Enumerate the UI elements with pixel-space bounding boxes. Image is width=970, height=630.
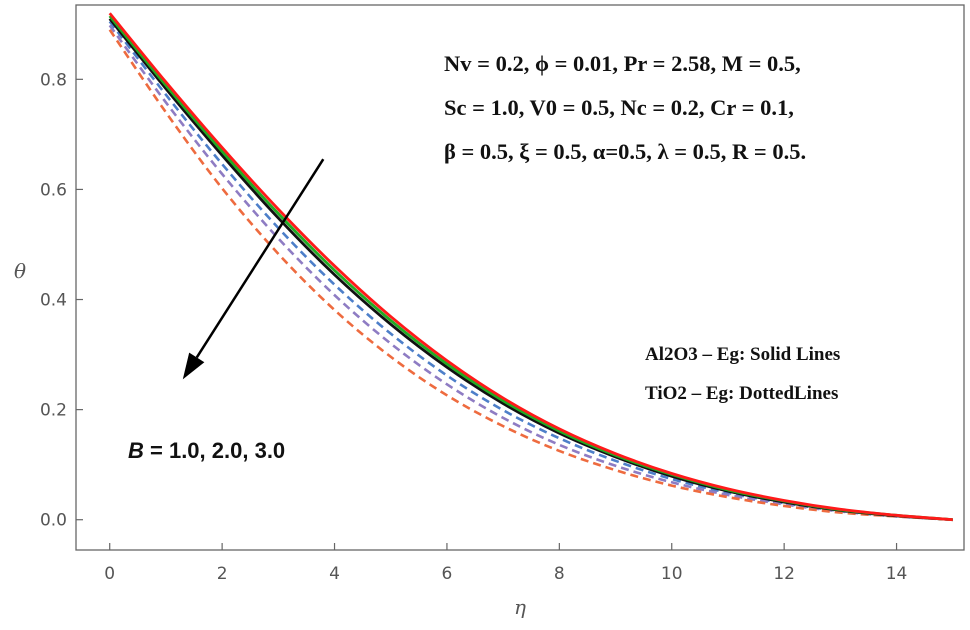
y-tick-label: 0.0 xyxy=(40,511,67,531)
x-tick-label: 2 xyxy=(217,564,228,584)
x-tick-label: 8 xyxy=(554,564,565,584)
x-tick-label: 10 xyxy=(661,564,683,584)
legend-solid-lines: Al2O3 – Eg: Solid Lines xyxy=(645,344,840,365)
x-tick-label: 6 xyxy=(442,564,453,584)
y-tick-label: 0.4 xyxy=(40,291,67,311)
series-layer xyxy=(108,12,953,522)
param-line-1: Nv = 0.2, ϕ = 0.01, Pr = 2.58, M = 0.5, xyxy=(444,51,801,76)
param-line-3: β = 0.5, ξ = 0.5, α=0.5, λ = 0.5, R = 0.… xyxy=(444,139,806,164)
dashed-series-line-5 xyxy=(108,24,953,522)
b-symbol: B xyxy=(128,438,144,463)
param-line-2: Sc = 1.0, V0 = 0.5, Nc = 0.2, Cr = 0.1, xyxy=(444,95,794,120)
solid-series-line-1 xyxy=(108,12,953,522)
legend-box: Al2O3 – Eg: Solid Lines TiO2 – Eg: Dotte… xyxy=(645,344,840,404)
y-axis-label: θ xyxy=(14,259,26,283)
direction-arrow xyxy=(182,158,325,380)
b-parameter-label: B = 1.0, 2.0, 3.0 xyxy=(128,438,285,463)
dashed-series-line-6 xyxy=(108,29,953,522)
x-tick-label: 4 xyxy=(329,564,340,584)
x-axis-label: η xyxy=(514,595,526,619)
y-tick-label: 0.6 xyxy=(40,180,67,200)
b-values: = 1.0, 2.0, 3.0 xyxy=(144,438,285,463)
legend-dotted-lines: TiO2 – Eg: DottedLines xyxy=(645,383,838,404)
x-tick-label: 0 xyxy=(104,564,115,584)
arrow-shaft xyxy=(195,158,325,359)
arrow-head xyxy=(182,352,205,380)
y-axis-ticks: 0.0 0.2 0.4 0.6 0.8 xyxy=(40,70,83,531)
x-tick-label: 12 xyxy=(773,564,795,584)
y-tick-label: 0.2 xyxy=(40,401,67,421)
x-tick-label: 14 xyxy=(886,564,908,584)
y-tick-label: 0.8 xyxy=(40,70,67,90)
plot-frame xyxy=(75,4,965,551)
x-axis-ticks: 0 2 4 6 8 10 12 14 xyxy=(104,543,907,584)
parameter-box: Nv = 0.2, ϕ = 0.01, Pr = 2.58, M = 0.5, … xyxy=(444,51,806,164)
